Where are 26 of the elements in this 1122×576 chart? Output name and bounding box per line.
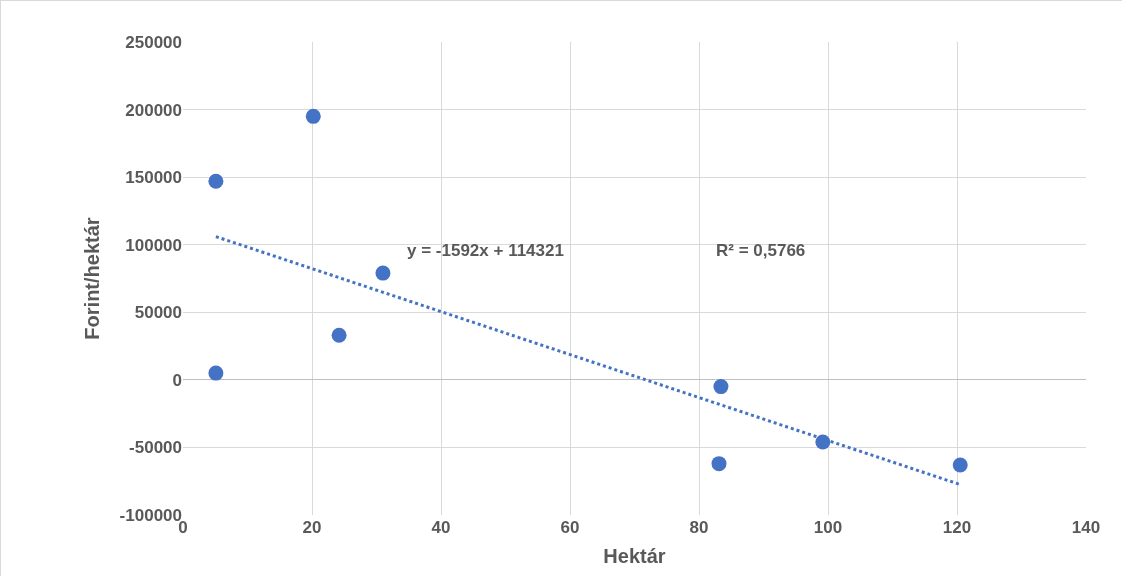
x-tick-label: 80: [689, 518, 709, 537]
x-tick-label: 40: [431, 518, 451, 537]
annotation: y = -1592x + 114321: [407, 241, 564, 260]
point: [208, 365, 224, 381]
y-tick-label: 50000: [134, 303, 182, 323]
x-tick-label: 60: [560, 518, 580, 537]
point: [331, 327, 347, 343]
point: [711, 456, 727, 472]
point: [713, 379, 729, 395]
y-axis-title: Forint/hektár: [81, 217, 104, 340]
y-tick-label: 250000: [125, 32, 182, 52]
point: [305, 108, 321, 124]
y-tick-label: 0: [172, 370, 182, 390]
point: [375, 265, 391, 281]
y-tick-label: 200000: [125, 100, 182, 120]
point: [952, 457, 968, 473]
y-tick-label: 150000: [125, 168, 182, 188]
x-tick-label: 20: [302, 518, 322, 537]
x-tick-label: 120: [942, 518, 972, 537]
point: [208, 173, 224, 189]
y-tick-label: 100000: [125, 235, 182, 255]
annotation: R² = 0,5766: [716, 241, 806, 260]
x-axis-title: Hektár: [603, 544, 666, 567]
y-tick-label: -50000: [129, 438, 182, 458]
x-tick-label: 100: [813, 518, 843, 537]
x-tick-label: 140: [1071, 518, 1101, 537]
